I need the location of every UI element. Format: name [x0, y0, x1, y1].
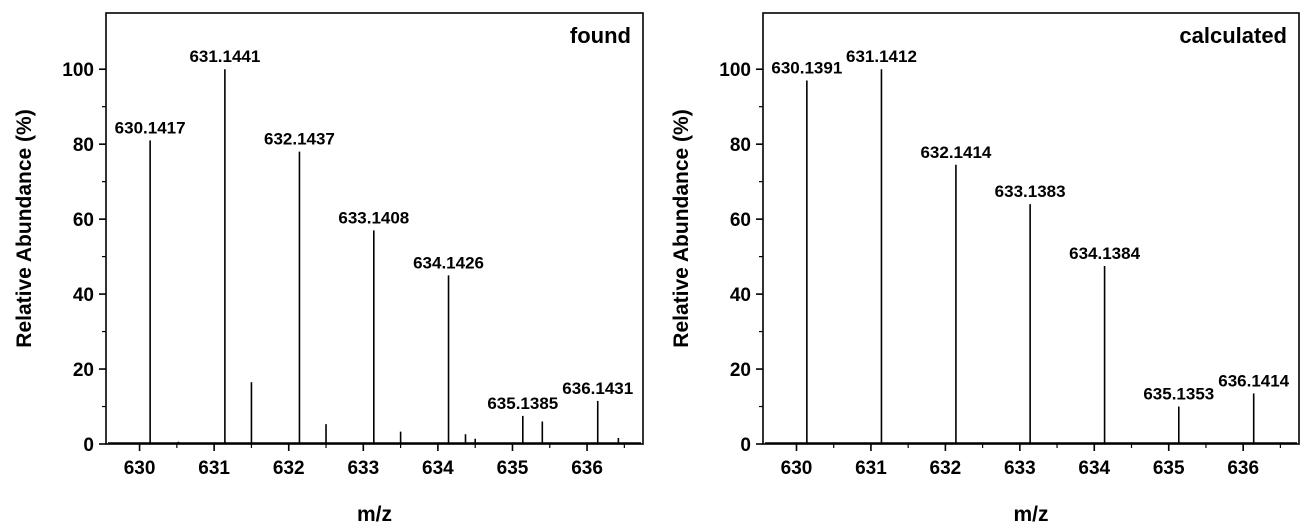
chart-0-y-tick-label-2: 40 — [73, 285, 94, 306]
chart-1-title: calculated — [1179, 23, 1287, 48]
chart-0-x-tick-label-2: 632 — [273, 458, 305, 479]
chart-0-x-tick-label-0: 630 — [124, 458, 156, 479]
chart-0-peak-label-0: 630.1417 — [115, 118, 186, 137]
chart-0-peaks: 630.1417 631.1441 632.1437 633.1408 634.1426… — [115, 47, 633, 444]
chart-1-peak-label-4: 634.1384 — [1069, 244, 1140, 263]
chart-0-x-tick-label-1: 631 — [198, 458, 230, 479]
chart-1-peak-label-0: 630.1391 — [771, 58, 842, 77]
chart-1: 0 20 40 60 80 100 630 631 632 633 634 635 636 m/z Rela… — [670, 12, 1300, 525]
chart-1-peak-label-3: 633.1383 — [995, 182, 1066, 201]
chart-0-x-tick-label-3: 633 — [347, 458, 379, 479]
chart-1-x-tick-label-0: 630 — [781, 458, 813, 479]
chart-1-x-tick-label-1: 631 — [855, 458, 887, 479]
chart-0-y-tick-label-4: 80 — [73, 135, 94, 156]
chart-1-y-tick-label-2: 40 — [730, 285, 751, 306]
chart-0-y-tick-label-1: 20 — [73, 360, 94, 381]
chart-1-x-tick-label-6: 636 — [1227, 458, 1259, 479]
chart-0-peak-label-2: 631.1441 — [189, 47, 260, 66]
chart-1-x-tick-label-4: 634 — [1078, 458, 1110, 479]
chart-0-peak-label-6: 633.1408 — [338, 208, 409, 227]
chart-0-y-tick-label-3: 60 — [73, 210, 94, 231]
chart-0-peak-label-13: 636.1431 — [562, 379, 633, 398]
chart-0-title: found — [570, 23, 631, 48]
chart-1-y-axis-title: Relative Abundance (%) — [670, 109, 693, 347]
chart-0-y-axis: 0 20 40 60 80 100 — [62, 60, 106, 456]
chart-0: 0 20 40 60 80 100 630 631 632 633 634 635 636 m/z Rela… — [13, 12, 644, 525]
chart-1-peak-label-2: 632.1414 — [920, 143, 991, 162]
chart-1-peak-label-5: 635.1353 — [1143, 385, 1214, 404]
chart-1-y-tick-label-0: 0 — [740, 435, 751, 456]
chart-1-y-tick-label-4: 80 — [730, 135, 751, 156]
chart-0-peak-label-8: 634.1426 — [413, 253, 484, 272]
chart-1-peak-label-6: 636.1414 — [1218, 371, 1289, 390]
chart-0-y-tick-label-0: 0 — [83, 435, 94, 456]
chart-0-x-tick-label-6: 636 — [571, 458, 603, 479]
chart-1-x-tick-label-2: 632 — [930, 458, 962, 479]
chart-0-y-axis-title: Relative Abundance (%) — [13, 109, 36, 347]
chart-0-y-tick-label-5: 100 — [62, 60, 94, 81]
chart-1-y-tick-label-1: 20 — [730, 360, 751, 381]
chart-0-x-axis-title: m/z — [357, 503, 392, 525]
chart-1-x-tick-label-5: 635 — [1153, 458, 1185, 479]
chart-0-peak-label-11: 635.1385 — [487, 394, 558, 413]
chart-1-y-tick-label-3: 60 — [730, 210, 751, 231]
chart-0-x-tick-label-5: 635 — [497, 458, 529, 479]
chart-1-plot-frame — [762, 12, 1300, 445]
chart-1-y-tick-label-5: 100 — [719, 60, 751, 81]
chart-1-x-axis: 630 631 632 633 634 635 636 — [781, 444, 1281, 479]
chart-0-x-axis: 630 631 632 633 634 635 636 — [124, 444, 625, 479]
chart-1-x-axis-title: m/z — [1013, 503, 1048, 525]
chart-0-x-tick-label-4: 634 — [422, 458, 454, 479]
chart-0-peak-label-4: 632.1437 — [264, 130, 335, 149]
chart-1-x-tick-label-3: 633 — [1004, 458, 1036, 479]
chart-1-peak-label-1: 631.1412 — [846, 47, 917, 66]
chart-1-y-axis: 0 20 40 60 80 100 — [719, 60, 763, 456]
